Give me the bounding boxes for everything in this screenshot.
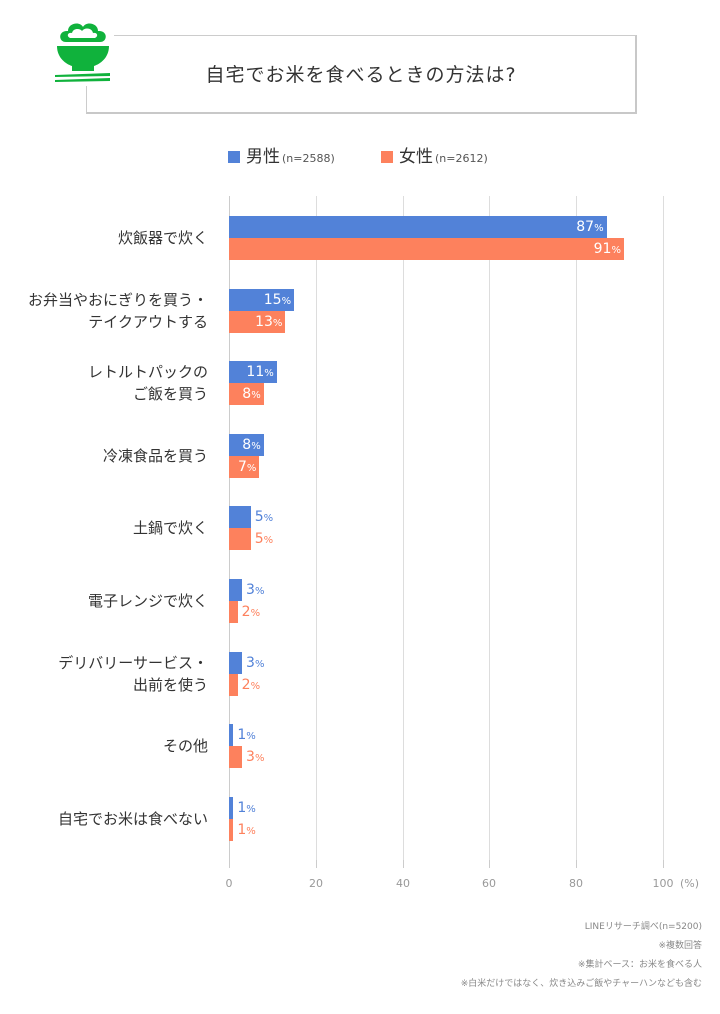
bar-value-label: 15% <box>263 291 292 308</box>
bar-value-label: 1% <box>237 727 256 744</box>
gridline-100 <box>663 196 664 860</box>
legend-item-male: 男性 (n=2588) <box>228 142 335 167</box>
bar-male <box>229 361 277 384</box>
category-label: デリバリーサービス・ 出前を使う <box>58 653 208 694</box>
tick <box>316 860 317 868</box>
category-label: 自宅でお米は食べない <box>57 809 208 828</box>
title-box: 自宅でお米を食べるときの方法は? <box>86 35 637 114</box>
tick <box>229 860 230 868</box>
bar-female <box>229 455 260 478</box>
gridline-60 <box>489 196 490 860</box>
bar-male <box>229 216 607 238</box>
bar-value-label: 8% <box>242 436 261 453</box>
bar-value-label: 8% <box>242 386 261 403</box>
bar-value-label: 3% <box>246 654 265 671</box>
legend-label-male: 男性 <box>246 147 280 167</box>
legend: 男性 (n=2588) 女性 (n=2612) <box>0 142 720 167</box>
bar-male <box>229 651 243 674</box>
bar-male <box>229 433 264 456</box>
bar-male <box>229 579 243 601</box>
tick <box>489 860 490 868</box>
gridline-20 <box>316 196 317 860</box>
rice-bowl-chopsticks-icon <box>52 20 114 86</box>
bar-female <box>229 746 243 769</box>
bar-male <box>229 288 295 311</box>
bar-value-label: 13% <box>255 313 283 330</box>
bar-value-label: 2% <box>241 676 261 693</box>
legend-label-female: 女性 <box>399 147 433 167</box>
legend-n-female: (n=2612) <box>435 152 488 165</box>
tick-label: 0 <box>225 877 233 890</box>
bar-value-label: 11% <box>246 364 274 381</box>
tick-label: 20 <box>309 877 323 890</box>
bar-male <box>229 506 251 529</box>
bar-male <box>229 724 234 747</box>
bar-value-label: 7% <box>237 458 257 475</box>
legend-item-female: 女性 (n=2612) <box>381 142 488 167</box>
footnotes: LINEリサーチ調べ(n=5200) ※複数回答 ※集計ベース：お米を食べる人 … <box>461 918 702 994</box>
legend-swatch-female <box>381 151 393 163</box>
footnote: ※集計ベース：お米を食べる人 <box>577 960 702 970</box>
tick-label: 80 <box>569 877 583 890</box>
category-label: レトルトパックの ご飯を買う <box>87 363 208 404</box>
tick-label: 60 <box>482 877 496 890</box>
tick <box>403 860 404 868</box>
footnote: ※白米だけではなく、炊き込みご飯やチャーハンなども含む <box>460 979 702 989</box>
bar-value-label: 1% <box>237 821 256 838</box>
tick-label: 40 <box>396 877 410 890</box>
bar-value-label: 91% <box>593 241 621 257</box>
source-note: LINEリサーチ調べ(n=5200) <box>584 922 702 932</box>
bar-female <box>229 818 234 841</box>
tick-label: 100 <box>652 877 674 890</box>
bar-female <box>229 310 286 333</box>
category-label: 炊飯器で炊く <box>117 229 208 247</box>
category-label: お弁当やおにぎりを買う・ テイクアウトする <box>27 290 208 331</box>
category-label: 冷凍食品を買う <box>102 446 208 465</box>
bar-value-label: 2% <box>241 604 261 620</box>
gridline-40 <box>403 196 404 860</box>
category-label: その他 <box>162 737 208 756</box>
bar-value-label: 5% <box>254 509 274 526</box>
bar-value-label: 5% <box>254 531 274 548</box>
tick <box>663 860 664 868</box>
bar-female <box>229 673 238 696</box>
bar-female <box>229 528 251 551</box>
tick <box>576 860 577 868</box>
bar-value-label: 87% <box>576 219 604 235</box>
bar-male <box>229 796 234 819</box>
legend-n-male: (n=2588) <box>282 152 335 165</box>
category-label: 電子レンジで炊く <box>87 592 208 610</box>
bar-female <box>229 601 238 623</box>
category-label: 土鍋で炊く <box>132 519 208 538</box>
axis-unit-label: (%) <box>680 877 700 890</box>
chart-title: 自宅でお米を食べるときの方法は? <box>205 64 517 86</box>
bar-value-label: 1% <box>237 799 256 816</box>
legend-swatch-male <box>228 151 240 163</box>
bar-value-label: 3% <box>246 749 265 766</box>
bar-value-label: 3% <box>246 582 265 598</box>
bar-female <box>229 238 624 260</box>
gridline-80 <box>576 196 577 860</box>
footnote: ※複数回答 <box>658 941 702 951</box>
bar-female <box>229 383 264 406</box>
